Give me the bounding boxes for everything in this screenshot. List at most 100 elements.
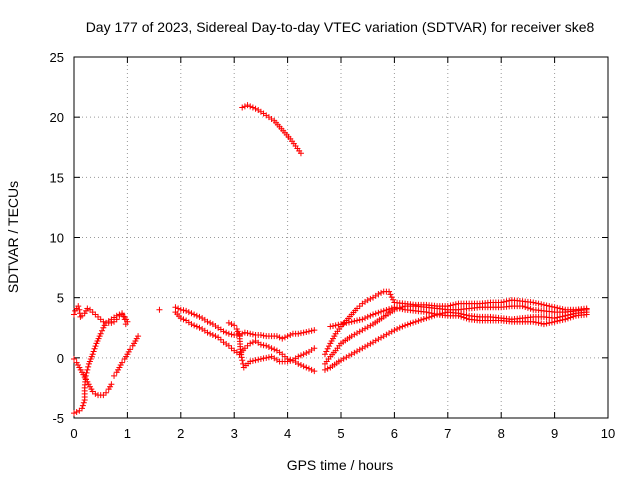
series-midday-2 [172, 304, 318, 342]
data-point [340, 320, 347, 327]
data-point [402, 322, 409, 329]
data-point [343, 354, 350, 361]
x-tick-label: 7 [444, 426, 451, 441]
data-point [407, 320, 414, 327]
data-point [113, 316, 120, 323]
data-point [180, 316, 187, 323]
data-point [321, 366, 328, 373]
x-axis-label: GPS time / hours [287, 457, 394, 473]
data-point [284, 333, 291, 340]
data-point [276, 334, 283, 341]
data-point [551, 318, 558, 325]
data-point [396, 324, 403, 331]
data-point [364, 297, 371, 304]
data-point [390, 296, 397, 303]
data-point [351, 349, 358, 356]
data-point [404, 321, 411, 328]
data-point [260, 332, 267, 339]
data-point [340, 355, 347, 362]
data-point [111, 372, 118, 379]
data-point [543, 302, 550, 309]
data-point [223, 329, 230, 336]
data-point [239, 357, 246, 364]
data-point [556, 317, 563, 324]
data-point [532, 319, 539, 326]
data-point [527, 305, 534, 312]
data-point [356, 346, 363, 353]
data-point [548, 303, 555, 310]
data-point [343, 319, 350, 326]
data-point [532, 300, 539, 307]
y-axis-label: SDTVAR / TECUs [5, 181, 21, 293]
series-midday-3 [225, 319, 318, 375]
data-point [300, 329, 307, 336]
data-point [388, 305, 395, 312]
data-points [71, 102, 590, 417]
data-point [260, 355, 267, 362]
x-tick-label: 9 [551, 426, 558, 441]
data-point [241, 329, 248, 336]
data-point [297, 362, 304, 369]
data-point [91, 345, 98, 352]
data-point [391, 327, 398, 334]
data-point [538, 320, 545, 327]
data-point [108, 381, 115, 388]
y-tick-label: -5 [52, 411, 64, 426]
data-point [119, 359, 126, 366]
data-point [375, 336, 382, 343]
data-point [540, 301, 547, 308]
data-point [364, 313, 371, 320]
data-point [85, 363, 92, 370]
data-point [399, 323, 406, 330]
data-point [570, 313, 577, 320]
data-point [97, 330, 104, 337]
data-point [362, 343, 369, 350]
data-point [92, 390, 99, 397]
data-point [362, 315, 369, 322]
data-point [89, 351, 96, 358]
data-point [135, 333, 142, 340]
data-point [244, 330, 251, 337]
data-point [323, 348, 330, 355]
x-tick-label: 0 [70, 426, 77, 441]
data-point [188, 321, 195, 328]
data-point [79, 402, 86, 409]
data-point [212, 333, 219, 340]
data-point [321, 351, 328, 358]
data-point [92, 343, 99, 350]
data-point [263, 354, 270, 361]
data-point [540, 321, 547, 328]
data-point [238, 354, 245, 361]
data-point [271, 346, 278, 353]
data-point [356, 316, 363, 323]
data-point [348, 351, 355, 358]
data-point [506, 297, 513, 304]
data-point [108, 319, 115, 326]
data-point [300, 363, 307, 370]
data-point [191, 322, 198, 329]
data-point [338, 321, 344, 328]
data-point [383, 331, 390, 338]
data-point [546, 303, 553, 310]
data-point [396, 305, 403, 312]
data-point [90, 348, 97, 355]
data-point [335, 321, 342, 328]
x-tick-label: 8 [498, 426, 505, 441]
data-point [84, 305, 91, 312]
data-point [500, 298, 507, 305]
data-point [84, 366, 91, 373]
data-point [410, 319, 417, 326]
data-point [228, 331, 235, 338]
data-point [71, 311, 77, 318]
data-point [423, 315, 430, 322]
data-point [311, 327, 318, 334]
data-point [297, 330, 304, 337]
data-point [415, 317, 422, 324]
data-point [279, 335, 286, 342]
data-point [503, 298, 510, 305]
data-point [325, 343, 332, 350]
data-point [99, 327, 106, 334]
data-point [287, 357, 294, 364]
data-point [364, 342, 371, 349]
